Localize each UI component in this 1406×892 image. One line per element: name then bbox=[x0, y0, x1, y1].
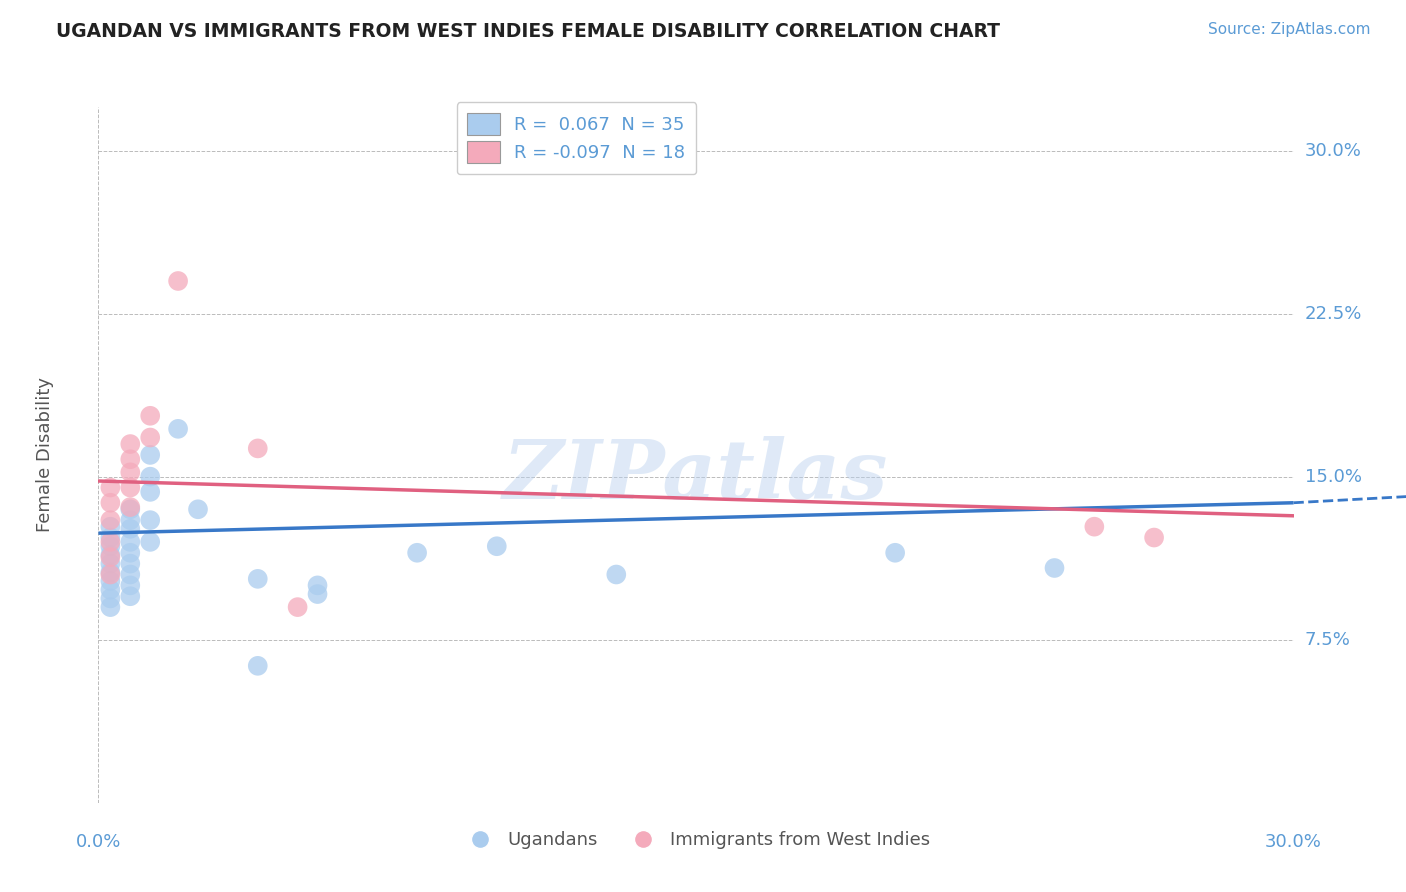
Point bbox=[98, 566, 122, 580]
Point bbox=[485, 539, 508, 553]
Text: Source: ZipAtlas.com: Source: ZipAtlas.com bbox=[1208, 22, 1371, 37]
Point bbox=[246, 572, 269, 586]
Point bbox=[98, 574, 122, 588]
Point bbox=[139, 448, 162, 462]
Point bbox=[139, 535, 162, 549]
Point bbox=[406, 546, 429, 560]
Point bbox=[1083, 519, 1105, 533]
Point bbox=[1143, 531, 1166, 545]
Point bbox=[98, 496, 122, 510]
Text: Female Disability: Female Disability bbox=[35, 377, 53, 533]
Text: ZIPatlas: ZIPatlas bbox=[503, 436, 889, 516]
Point bbox=[139, 469, 162, 483]
Point bbox=[167, 274, 190, 288]
Text: 22.5%: 22.5% bbox=[1305, 304, 1362, 323]
Point bbox=[120, 589, 142, 603]
Point bbox=[139, 513, 162, 527]
Point bbox=[287, 600, 309, 615]
Point bbox=[246, 442, 269, 456]
Point bbox=[98, 519, 122, 533]
Point bbox=[98, 535, 122, 549]
Text: 15.0%: 15.0% bbox=[1305, 467, 1361, 485]
Point bbox=[120, 535, 142, 549]
Text: 30.0%: 30.0% bbox=[1305, 142, 1361, 160]
Point bbox=[139, 409, 162, 423]
Text: 7.5%: 7.5% bbox=[1305, 631, 1351, 648]
Point bbox=[98, 557, 122, 571]
Point bbox=[98, 567, 122, 582]
Point bbox=[307, 587, 329, 601]
Point bbox=[139, 484, 162, 499]
Point bbox=[120, 502, 142, 516]
Text: 0.0%: 0.0% bbox=[76, 833, 121, 851]
Point bbox=[98, 539, 122, 553]
Legend: Ugandans, Immigrants from West Indies: Ugandans, Immigrants from West Indies bbox=[454, 824, 938, 856]
Point bbox=[120, 522, 142, 536]
Point bbox=[120, 513, 142, 527]
Point bbox=[98, 591, 122, 606]
Point bbox=[120, 466, 142, 480]
Point bbox=[98, 600, 122, 615]
Point bbox=[120, 567, 142, 582]
Point bbox=[98, 582, 122, 597]
Point bbox=[98, 548, 122, 562]
Point bbox=[884, 546, 907, 560]
Point bbox=[120, 437, 142, 451]
Point bbox=[139, 431, 162, 445]
Point bbox=[120, 578, 142, 592]
Point bbox=[120, 546, 142, 560]
Point bbox=[120, 500, 142, 514]
Point bbox=[98, 550, 122, 565]
Point bbox=[187, 502, 209, 516]
Point bbox=[167, 422, 190, 436]
Point bbox=[98, 531, 122, 545]
Point bbox=[98, 481, 122, 495]
Point bbox=[98, 513, 122, 527]
Point bbox=[120, 481, 142, 495]
Text: UGANDAN VS IMMIGRANTS FROM WEST INDIES FEMALE DISABILITY CORRELATION CHART: UGANDAN VS IMMIGRANTS FROM WEST INDIES F… bbox=[56, 22, 1000, 41]
Point bbox=[605, 567, 627, 582]
Point bbox=[120, 452, 142, 467]
Point bbox=[1043, 561, 1066, 575]
Text: 30.0%: 30.0% bbox=[1265, 833, 1322, 851]
Point bbox=[120, 557, 142, 571]
Point bbox=[307, 578, 329, 592]
Point bbox=[246, 658, 269, 673]
